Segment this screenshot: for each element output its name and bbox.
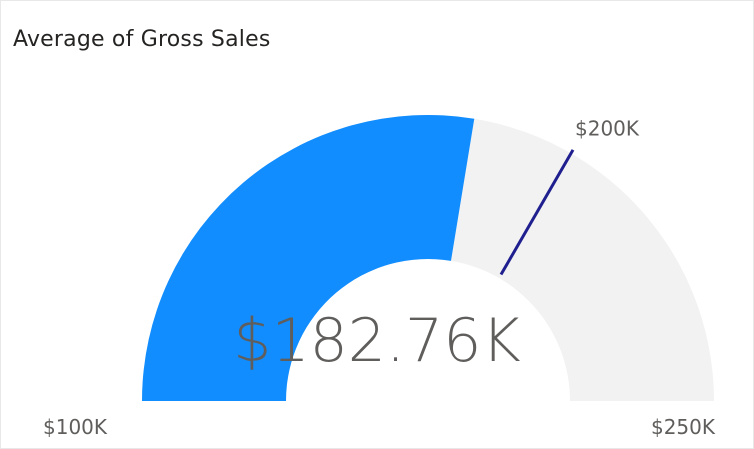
gauge-target-marker [499,149,575,276]
chart-title: Average of Gross Sales [13,27,271,52]
gauge-value-label: $182.76K [233,306,520,376]
gauge-max-label: $250K [651,415,716,439]
gauge-min-label: $100K [43,415,108,439]
gauge-value-fill [142,114,475,401]
gauge-target-label: $200K [575,116,640,140]
